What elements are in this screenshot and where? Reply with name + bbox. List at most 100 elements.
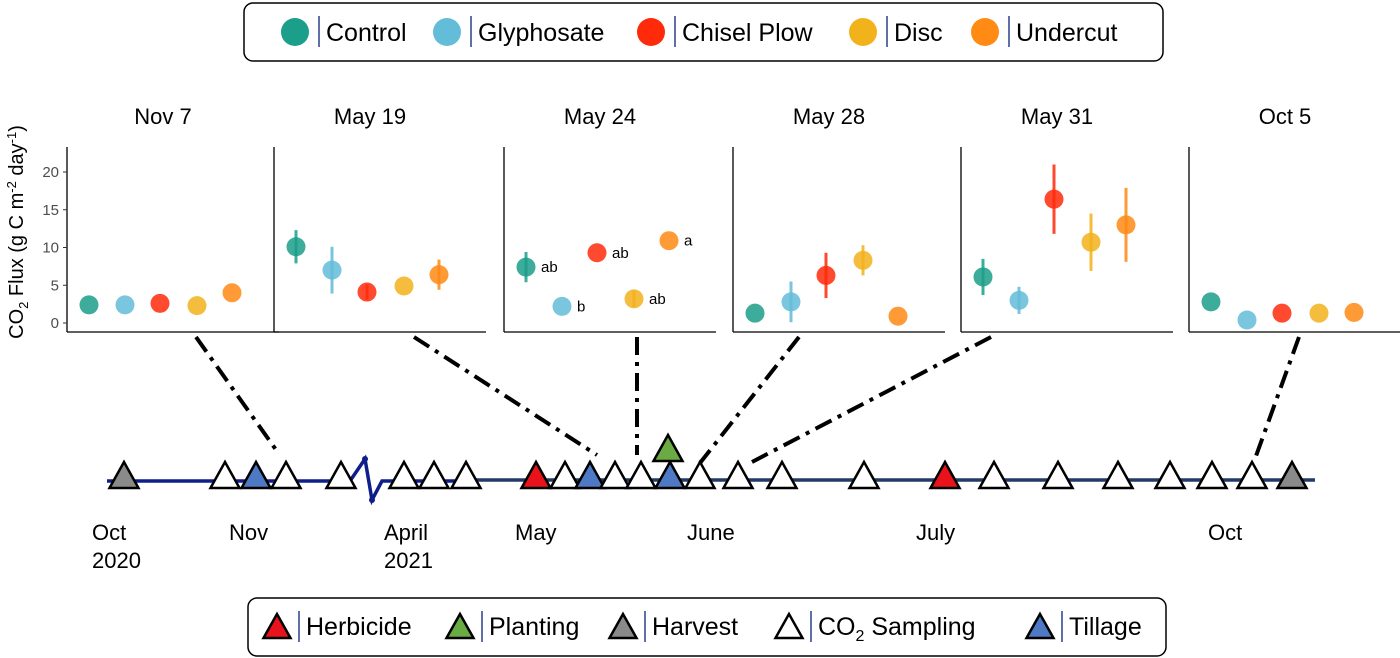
data-point-undercut xyxy=(1344,302,1364,322)
data-point-chisel-plow xyxy=(587,243,607,263)
y-axis-title: CO2 Flux (g C m-2 day-1) xyxy=(4,125,31,339)
legend-marker xyxy=(637,18,665,46)
timeline-label: 2020 xyxy=(92,548,141,573)
legend-marker xyxy=(971,18,999,46)
legend-item-glyphosate: Glyphosate xyxy=(433,16,604,47)
data-point-control xyxy=(286,237,306,257)
legend-marker xyxy=(607,611,639,640)
data-point-glyphosate xyxy=(115,295,135,315)
data-point-undercut xyxy=(1116,215,1136,235)
panel-title: May 24 xyxy=(564,104,636,129)
legend-item-tillage: Tillage xyxy=(1024,611,1142,642)
data-point-disc xyxy=(1309,303,1329,323)
timeline-label: June xyxy=(687,520,735,545)
connector-line xyxy=(194,335,281,456)
y-tick-label: 20 xyxy=(42,164,59,181)
legend-label: Glyphosate xyxy=(478,19,604,47)
event-marker-co2-sampling xyxy=(683,459,717,490)
data-point-undercut xyxy=(222,283,242,303)
legend-item-chisel-plow: Chisel Plow xyxy=(637,16,814,47)
timeline-label: April xyxy=(384,520,428,545)
y-tick-label: 15 xyxy=(42,202,59,219)
data-point-glyphosate xyxy=(1009,290,1029,310)
data-point-control xyxy=(516,257,536,277)
legend-item-harvest: Harvest xyxy=(607,611,738,642)
data-point-undercut xyxy=(429,265,449,285)
panel-title: Nov 7 xyxy=(134,104,191,129)
timeline-break-dot xyxy=(369,497,375,503)
connector-line xyxy=(751,335,992,464)
event-marker-co2-sampling xyxy=(721,459,755,490)
legend-marker xyxy=(444,611,476,640)
data-point-control xyxy=(1201,292,1221,312)
legend-label: CO2 Sampling xyxy=(818,613,976,645)
event-marker-co2-sampling xyxy=(765,459,799,490)
event-legend-box xyxy=(247,597,1167,657)
legend-label: Tillage xyxy=(1069,613,1142,641)
data-point-disc xyxy=(853,250,873,270)
timeline-label: May xyxy=(515,520,557,545)
data-point-undercut xyxy=(888,306,908,326)
legend-marker xyxy=(261,611,293,640)
event-marker-co2-sampling xyxy=(1041,459,1075,490)
timeline-break-dot xyxy=(362,456,368,462)
legend-item-control: Control xyxy=(281,16,407,47)
connector-lines xyxy=(194,335,1301,465)
timeline-label: Oct xyxy=(1208,520,1242,545)
panel-may-24: May 24 ab b ab ab a xyxy=(503,104,716,333)
panel-nov-7: Nov 7 0 5 10 15 20 xyxy=(42,104,279,333)
event-marker-co2-sampling xyxy=(977,459,1011,490)
panel-title: May 28 xyxy=(793,104,865,129)
event-marker-co2-sampling xyxy=(1235,459,1269,490)
event-marker-co2-sampling xyxy=(624,459,658,490)
event-marker-co2-sampling xyxy=(598,459,632,490)
legend-label: Harvest xyxy=(652,613,738,641)
panel-oct-5: Oct 5 xyxy=(1188,104,1400,333)
legend-item-disc: Disc xyxy=(849,16,943,47)
significance-letter: b xyxy=(577,298,585,315)
event-marker-tillage xyxy=(239,459,273,490)
data-point-disc xyxy=(394,276,414,296)
legend-marker xyxy=(773,611,805,640)
event-marker-co2-sampling xyxy=(324,459,358,490)
panel-title: May 31 xyxy=(1021,104,1093,129)
event-marker-co2-sampling xyxy=(548,459,582,490)
legend-marker xyxy=(849,18,877,46)
timeline-label: 2021 xyxy=(384,548,433,573)
timeline-label: Nov xyxy=(229,520,268,545)
connector-line xyxy=(412,335,599,457)
legend-label: Undercut xyxy=(1016,19,1117,47)
event-marker-herbicide xyxy=(928,459,962,490)
event-marker-tillage xyxy=(653,459,687,490)
legend-label: Chisel Plow xyxy=(682,19,814,47)
timeline-label: July xyxy=(916,520,955,545)
timeline: Oct 2020 Nov April 2021 May June July Oct xyxy=(92,432,1315,573)
event-marker-co2-sampling xyxy=(208,459,242,490)
significance-letter: a xyxy=(684,233,693,250)
data-point-control xyxy=(973,267,993,287)
treatment-legend-box xyxy=(243,2,1164,62)
significance-letter: ab xyxy=(541,259,558,276)
legend-item-herbicide: Herbicide xyxy=(261,611,412,642)
legend-marker xyxy=(433,18,461,46)
data-point-control xyxy=(745,303,765,323)
legend-label: Disc xyxy=(894,19,943,47)
panel-group: Nov 7 0 5 10 15 20 May 19 May 24 ab b ab ab a May 28 M… xyxy=(42,104,1400,333)
legend-marker xyxy=(281,18,309,46)
data-point-disc xyxy=(624,289,644,309)
event-marker-planting xyxy=(651,432,685,463)
legend-label: Control xyxy=(326,19,407,47)
significance-letter: ab xyxy=(612,245,629,262)
treatment-legend: Control Glyphosate Chisel Plow Disc Undercut xyxy=(243,2,1164,62)
data-point-disc xyxy=(1081,232,1101,252)
connector-line xyxy=(698,335,801,465)
legend-item-planting: Planting xyxy=(444,611,579,642)
event-marker-co2-sampling xyxy=(1101,459,1135,490)
data-point-disc xyxy=(187,296,207,316)
panel-title: Oct 5 xyxy=(1259,104,1312,129)
significance-letter: ab xyxy=(649,291,666,308)
panel-title: May 19 xyxy=(334,104,406,129)
y-tick-label: 10 xyxy=(42,240,59,257)
data-point-control xyxy=(79,295,99,315)
legend-marker xyxy=(1024,611,1056,640)
